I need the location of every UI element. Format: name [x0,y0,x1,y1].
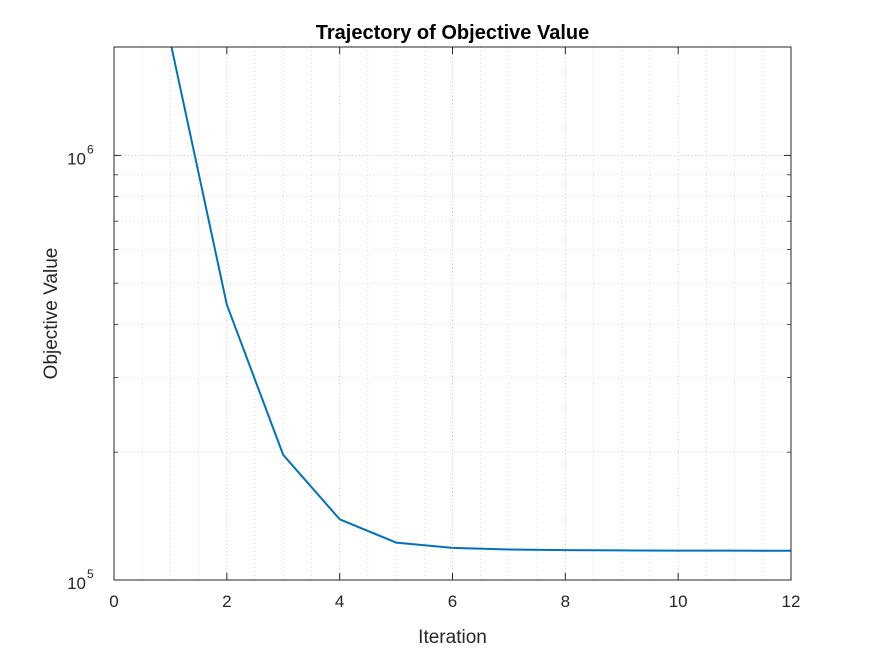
major-grid [114,47,791,580]
minor-grid [114,47,791,580]
x-tick-label: 10 [669,592,688,611]
chart-title: Trajectory of Objective Value [316,22,589,44]
x-tick-label: 0 [109,592,118,611]
y-tick-label: 10 [67,574,86,593]
y-tick-exponent: 5 [87,567,94,581]
series-line-0 [170,47,791,552]
x-tick-label: 2 [222,592,231,611]
y-tick-label: 10 [67,149,86,168]
x-axis-label: Iteration [418,627,487,648]
series-layer [170,47,791,552]
y-axis-label: Objective Value [41,248,62,380]
y-tick-exponent: 6 [87,142,94,156]
x-tick-label: 12 [782,592,801,611]
x-tick-label: 8 [561,592,570,611]
x-tick-label: 4 [335,592,344,611]
x-tick-label: 6 [448,592,457,611]
